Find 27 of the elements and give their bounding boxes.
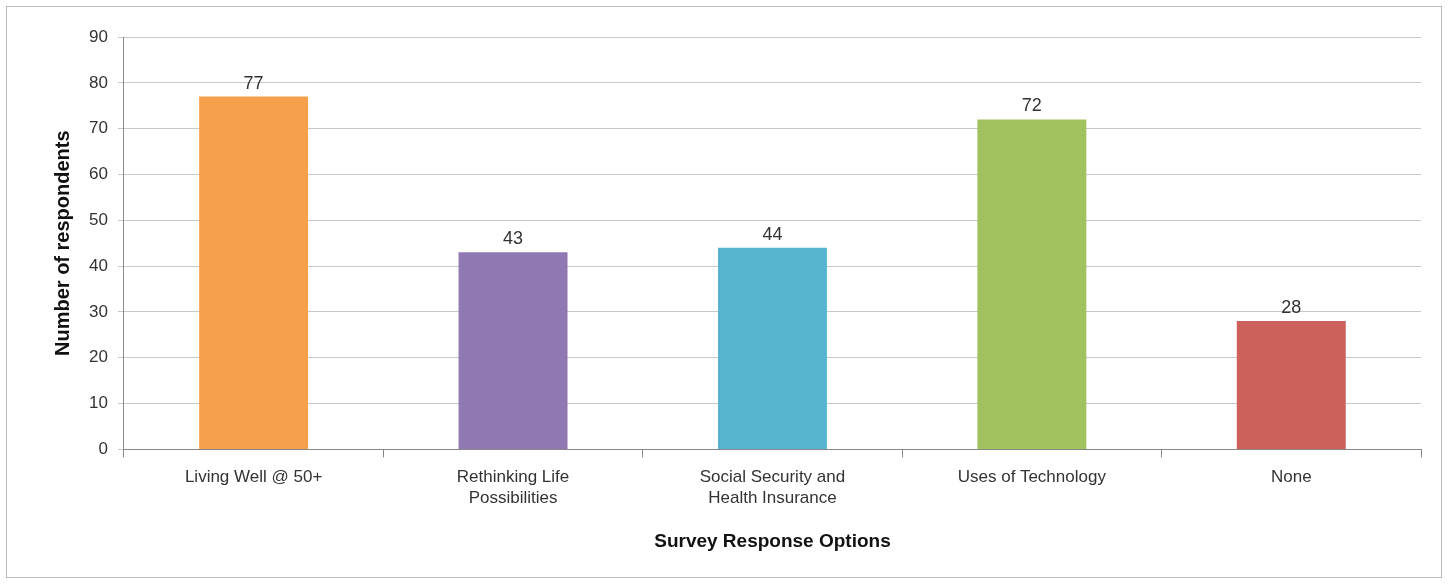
- data-label: 77: [243, 72, 264, 93]
- y-tick-label: 50: [88, 209, 108, 229]
- y-tick-label: 90: [88, 26, 108, 46]
- x-axis-title: Survey Response Options: [654, 529, 891, 551]
- y-tick-label: 80: [88, 72, 108, 92]
- bar: [977, 119, 1087, 449]
- y-axis-title: Number of respondents: [50, 130, 73, 356]
- y-tick-label: 70: [88, 118, 108, 138]
- y-tick-label: 10: [88, 393, 108, 413]
- y-tick-label: 40: [88, 255, 108, 275]
- data-label: 43: [503, 228, 524, 249]
- bar: [199, 96, 309, 449]
- x-tick-label: Rethinking Life Possibilities: [456, 467, 570, 507]
- x-tick-label: Uses of Technology: [957, 467, 1107, 487]
- bar: [717, 247, 827, 449]
- x-tick-label: Living Well @ 50+: [184, 467, 323, 487]
- bar: [458, 252, 568, 449]
- bar: [1236, 321, 1346, 449]
- y-tick-label: 0: [98, 439, 108, 459]
- y-tick-label: 20: [88, 347, 108, 367]
- x-tick-label: None: [1270, 467, 1312, 487]
- x-tick-label: Social Security and Health Insurance: [699, 467, 846, 507]
- y-tick-label: 30: [88, 301, 108, 321]
- data-label: 44: [762, 223, 783, 244]
- y-tick-label: 60: [88, 164, 108, 184]
- data-label: 28: [1281, 297, 1302, 318]
- data-label: 72: [1021, 95, 1042, 116]
